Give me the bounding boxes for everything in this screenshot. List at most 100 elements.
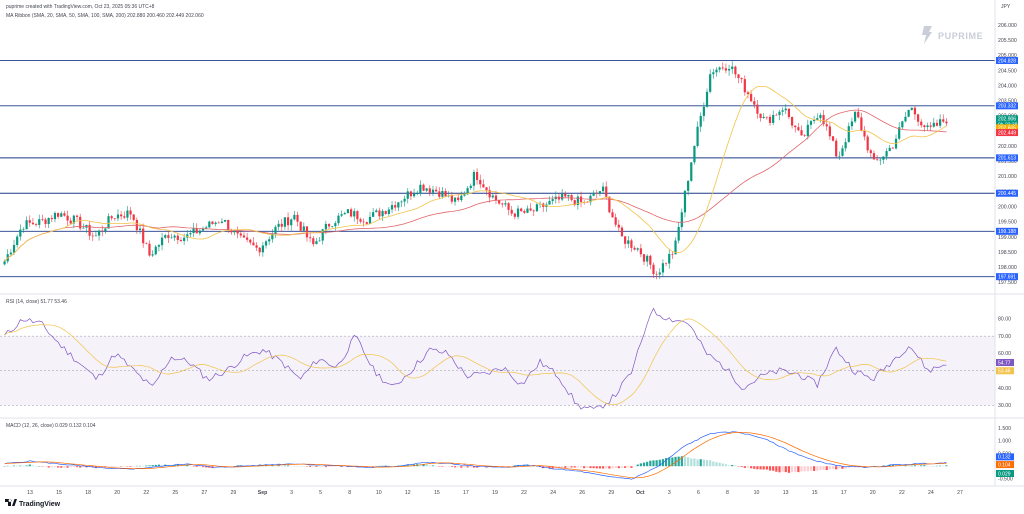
candle-body (850, 121, 854, 127)
candle-body (904, 116, 907, 122)
macd-histogram-bar (913, 465, 917, 467)
candle-body (926, 125, 929, 128)
macd-histogram-bar (652, 460, 655, 467)
candle-body (687, 180, 690, 191)
candle-body (813, 119, 816, 122)
macd-value-label: 0.132 (998, 455, 1011, 461)
candle-body (186, 234, 189, 238)
macd-histogram-bar (50, 466, 53, 468)
candle-body (535, 204, 539, 212)
candle-body (381, 210, 384, 217)
candle-body (768, 116, 772, 123)
macd-histogram-bar (831, 466, 835, 469)
macd-histogram-bar (614, 466, 617, 469)
candle-body (368, 216, 372, 224)
candle-body (482, 184, 485, 188)
candle-body (721, 67, 724, 69)
candle-body (630, 240, 633, 248)
candle-body (167, 235, 170, 238)
macd-title: MACD (12, 26, close) 0.029 0.132 0.104 (6, 423, 96, 429)
candle-body (324, 223, 327, 230)
candle-body (309, 237, 312, 239)
candle-body (422, 184, 425, 191)
macd-value-tag (996, 453, 1014, 461)
candle-body (740, 78, 743, 80)
macd-histogram-bar (145, 465, 148, 467)
candle-body (293, 214, 296, 220)
time-tick-label: 6 (697, 490, 700, 496)
macd-histogram-bar (847, 466, 850, 468)
candle-body (567, 194, 570, 197)
time-tick-label: 20 (114, 490, 120, 496)
candle-body (504, 203, 507, 205)
candle-body (31, 222, 35, 225)
macd-histogram-bar (173, 464, 176, 467)
candle-body (520, 208, 523, 212)
candle-body (661, 263, 665, 273)
candle-body (302, 226, 305, 231)
candle-body (110, 216, 113, 219)
macd-histogram-bar (608, 466, 611, 469)
candle-body (343, 213, 346, 215)
macd-histogram-bar (762, 466, 765, 470)
time-tick-label: 5 (319, 490, 322, 496)
candle-body (450, 195, 453, 202)
macd-histogram-bar (47, 466, 50, 468)
candle-body (176, 235, 179, 241)
current-price-label: 202.449 (998, 130, 1016, 136)
macd-histogram-bar (646, 461, 649, 467)
candle-body (164, 235, 167, 238)
time-tick-label: 22 (899, 490, 905, 496)
macd-value-label: 0.029 (998, 471, 1011, 477)
candle-body (472, 172, 476, 186)
rsi-tick-label: 60.00 (998, 351, 1011, 357)
candle-body (277, 223, 280, 227)
candle-body (898, 127, 901, 139)
macd-histogram-bar (617, 466, 620, 469)
time-tick-label: 18 (85, 490, 91, 496)
candle-body (920, 121, 923, 126)
candle-body (876, 159, 879, 161)
candle-body (189, 233, 192, 235)
candle-body (129, 210, 132, 215)
candle-body (296, 214, 299, 222)
macd-histogram-bar (453, 466, 457, 468)
macd-histogram-bar (186, 465, 189, 467)
candle-body (94, 235, 98, 237)
candle-body (463, 194, 466, 196)
candle-body (315, 241, 318, 245)
price-tick-label: 205.500 (998, 38, 1017, 44)
macd-histogram-bar (734, 465, 737, 467)
macd-histogram-bar (154, 464, 157, 467)
macd-histogram-bar (611, 466, 614, 469)
macd-histogram-bar (671, 457, 674, 467)
candle-body (573, 200, 576, 206)
macd-histogram-bar (772, 466, 775, 471)
candle-body (79, 216, 82, 229)
macd-histogram-bar (176, 464, 179, 467)
candle-body (929, 125, 932, 127)
time-tick-label: 15 (56, 490, 62, 496)
candle-body (636, 248, 639, 250)
candle-body (674, 240, 677, 255)
candle-body (268, 239, 271, 242)
candle-body (220, 221, 224, 223)
time-tick-label: 19 (492, 490, 498, 496)
macd-histogram-bar (822, 466, 825, 470)
candle-body (633, 247, 636, 250)
macd-histogram-bar (756, 466, 759, 470)
candle-body (532, 210, 535, 212)
macd-histogram-bar (712, 461, 715, 467)
macd-histogram-bar (825, 466, 828, 471)
macd-histogram-bar (904, 465, 907, 467)
candle-body (101, 230, 104, 232)
candle-body (891, 147, 894, 149)
candle-body (885, 151, 888, 157)
candle-body (334, 223, 337, 227)
macd-histogram-bar (828, 466, 831, 470)
ma-20-line (4, 86, 947, 262)
candle-body (620, 227, 624, 237)
candle-body (154, 246, 157, 255)
puprime-logo: PUPRIME (922, 26, 983, 44)
candle-body (753, 101, 756, 105)
